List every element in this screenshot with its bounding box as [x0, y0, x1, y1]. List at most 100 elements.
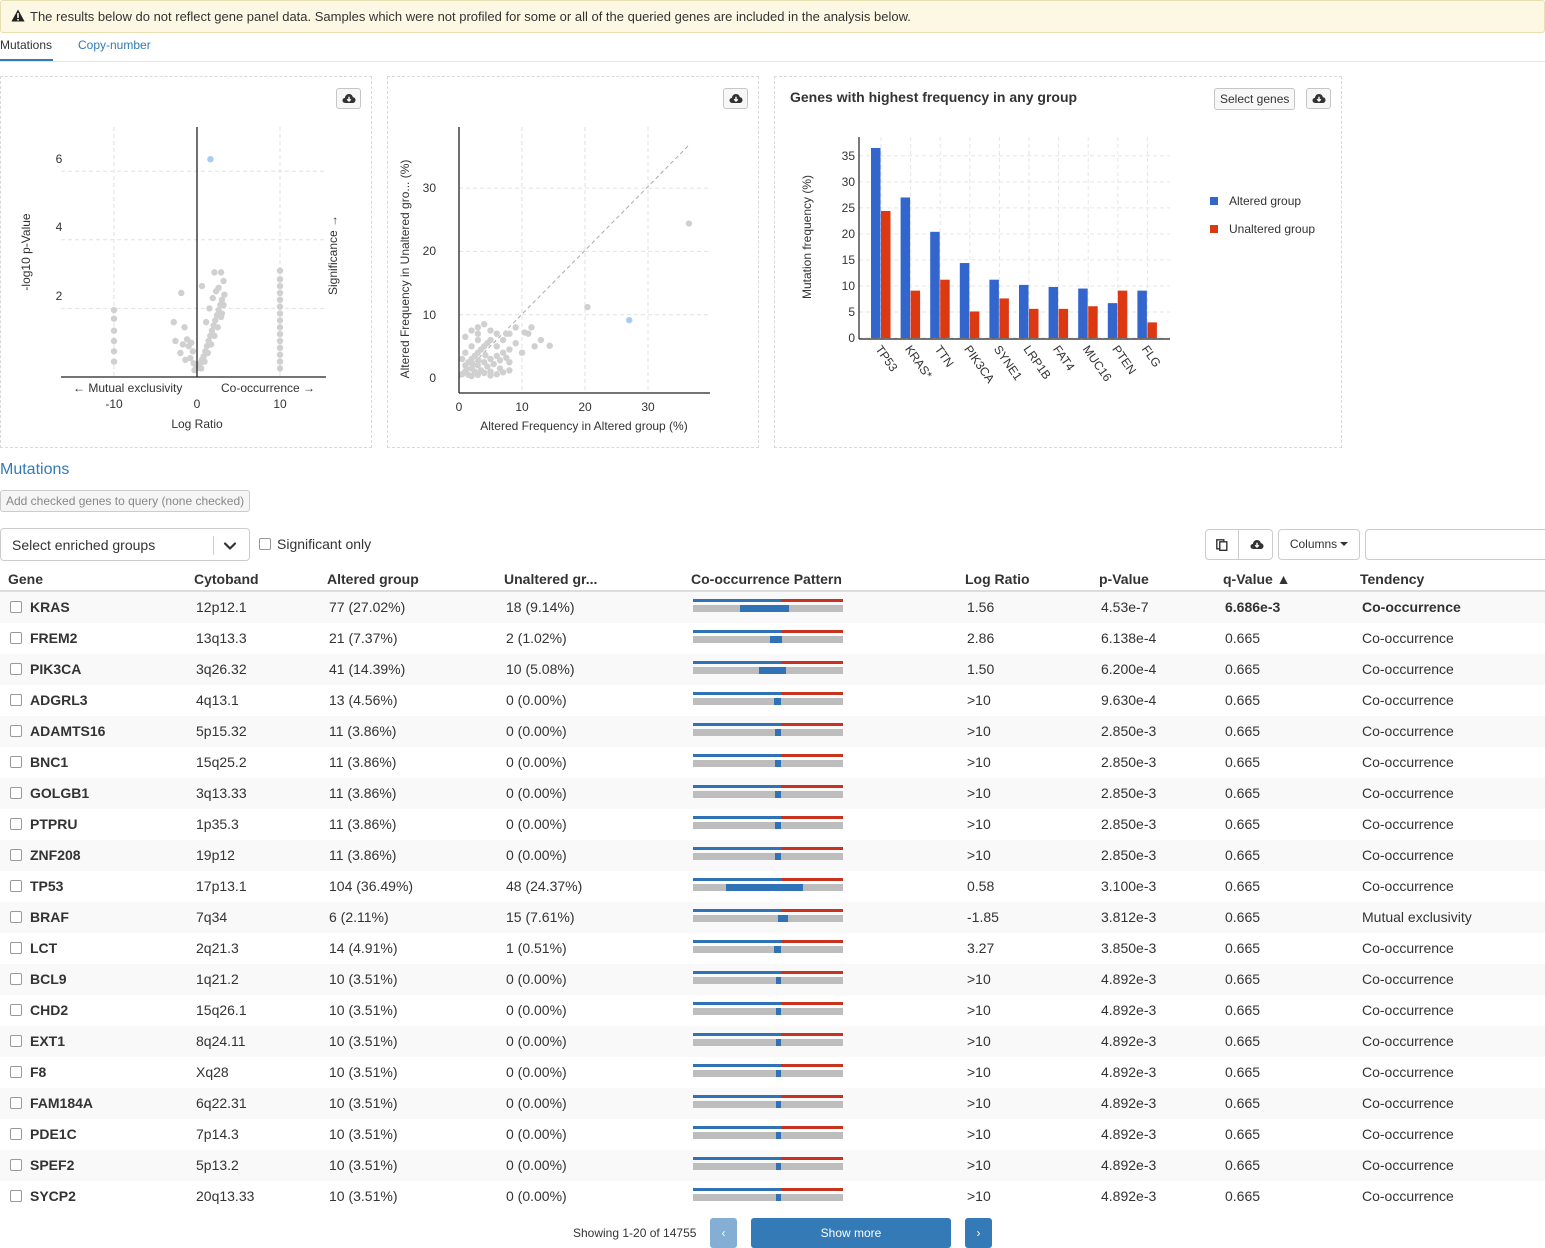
scatter-point[interactable]	[458, 355, 466, 363]
volcano-point[interactable]	[179, 341, 187, 348]
scatter-point[interactable]	[463, 365, 470, 373]
volcano-point[interactable]	[276, 365, 284, 372]
show-more-button[interactable]: Show more	[751, 1218, 951, 1248]
scatter-point[interactable]	[506, 330, 513, 337]
gene-name[interactable]: PIK3CA	[30, 661, 82, 677]
scatter-point[interactable]	[462, 349, 469, 356]
row-checkbox[interactable]	[10, 725, 22, 737]
scatter-point[interactable]	[528, 324, 535, 331]
volcano-point[interactable]	[177, 349, 184, 357]
volcano-point[interactable]	[201, 358, 208, 365]
scatter-highlight-point[interactable]	[626, 316, 633, 324]
gene-name[interactable]: BRAF	[30, 909, 69, 925]
table-row[interactable]: BCL9 1q21.2 10 (3.51%) 0 (0.00%) >10 4.892e-3…	[0, 964, 1545, 995]
bar-altered[interactable]	[1078, 288, 1088, 338]
table-row[interactable]: CHD2 15q26.1 10 (3.51%) 0 (0.00%) >10 4.892e-…	[0, 995, 1545, 1026]
scatter-point[interactable]	[481, 369, 488, 377]
scatter-point[interactable]	[481, 358, 488, 366]
scatter-point[interactable]	[474, 330, 482, 337]
gene-name[interactable]: FREM2	[30, 630, 78, 646]
volcano-point[interactable]	[190, 360, 197, 367]
bar-download-button[interactable]	[1306, 88, 1331, 109]
scatter-point[interactable]	[537, 336, 545, 344]
scatter-point[interactable]	[482, 352, 489, 359]
volcano-point[interactable]	[110, 315, 118, 322]
volcano-point[interactable]	[276, 358, 284, 365]
bar-unaltered[interactable]	[1088, 306, 1098, 338]
volcano-point[interactable]	[276, 317, 284, 324]
row-checkbox[interactable]	[10, 1190, 22, 1202]
row-checkbox[interactable]	[10, 756, 22, 768]
col-altered-group[interactable]: Altered group	[327, 571, 419, 587]
volcano-point[interactable]	[211, 332, 218, 340]
table-row[interactable]: EXT1 8q24.11 10 (3.51%) 0 (0.00%) >10 4.892e-…	[0, 1026, 1545, 1057]
scatter-point[interactable]	[496, 357, 504, 364]
gene-name[interactable]: SPEF2	[30, 1157, 75, 1173]
row-checkbox[interactable]	[10, 1159, 22, 1171]
volcano-point[interactable]	[204, 349, 211, 357]
scatter-point[interactable]	[493, 343, 500, 350]
volcano-point[interactable]	[276, 324, 284, 331]
bar-altered[interactable]	[900, 197, 911, 338]
scatter-point[interactable]	[493, 352, 500, 360]
chevron-down-icon[interactable]	[222, 538, 238, 554]
row-checkbox[interactable]	[10, 911, 22, 923]
volcano-highlight-point[interactable]	[207, 155, 214, 163]
volcano-point[interactable]	[208, 327, 216, 334]
gene-name[interactable]: F8	[30, 1064, 47, 1080]
volcano-point[interactable]	[214, 324, 221, 331]
bar-unaltered[interactable]	[1147, 322, 1157, 338]
volcano-point[interactable]	[218, 296, 226, 304]
volcano-point[interactable]	[218, 310, 226, 317]
bar-x-tick-label[interactable]: PTEN	[1109, 343, 1139, 377]
table-row[interactable]: ADAMTS16 5p15.32 11 (3.86%) 0 (0.00%) >10 2.8…	[0, 716, 1545, 747]
volcano-point[interactable]	[221, 291, 228, 298]
gene-name[interactable]: TP53	[30, 878, 64, 894]
gene-name[interactable]: PTPRU	[30, 816, 78, 832]
scatter-point[interactable]	[468, 343, 475, 350]
row-checkbox[interactable]	[10, 973, 22, 985]
table-search-input[interactable]	[1365, 529, 1545, 560]
table-row[interactable]: LCT 2q21.3 14 (4.91%) 1 (0.51%) 3.27 3.850e-3…	[0, 933, 1545, 964]
scatter-point[interactable]	[471, 352, 478, 360]
scatter-point[interactable]	[546, 342, 553, 349]
bar-altered[interactable]	[1107, 303, 1118, 338]
scatter-point[interactable]	[503, 354, 510, 361]
volcano-point[interactable]	[212, 317, 219, 324]
volcano-point[interactable]	[110, 348, 118, 355]
scatter-point[interactable]	[499, 336, 507, 344]
volcano-point[interactable]	[189, 348, 197, 355]
scatter-point[interactable]	[468, 372, 475, 380]
row-checkbox[interactable]	[10, 601, 22, 613]
gene-name[interactable]: GOLGB1	[30, 785, 90, 801]
volcano-point[interactable]	[178, 289, 185, 297]
volcano-point[interactable]	[187, 354, 194, 362]
select-genes-button[interactable]: Select genes	[1214, 88, 1296, 110]
scatter-download-button[interactable]	[723, 88, 748, 109]
bar-x-tick-label[interactable]: MUC16	[1080, 343, 1115, 385]
scatter-point[interactable]	[487, 327, 494, 334]
volcano-point[interactable]	[110, 337, 118, 345]
scatter-point[interactable]	[512, 324, 519, 331]
scatter-point[interactable]	[474, 324, 482, 331]
table-row[interactable]: TP53 17p13.1 104 (36.49%) 48 (24.37%) 0.58 3.…	[0, 871, 1545, 902]
gene-name[interactable]: SYCP2	[30, 1188, 76, 1204]
scatter-point[interactable]	[484, 339, 491, 347]
col-tendency[interactable]: Tendency	[1360, 571, 1425, 587]
row-checkbox[interactable]	[10, 818, 22, 830]
table-row[interactable]: SPEF2 5p13.2 10 (3.51%) 0 (0.00%) >10 4.892e-…	[0, 1150, 1545, 1181]
significant-only-toggle[interactable]: Significant only	[259, 536, 371, 552]
volcano-point[interactable]	[276, 267, 284, 274]
scatter-point[interactable]	[506, 346, 513, 353]
row-checkbox[interactable]	[10, 849, 22, 861]
gene-name[interactable]: LCT	[30, 940, 58, 956]
gene-name[interactable]: ZNF208	[30, 847, 81, 863]
volcano-point[interactable]	[276, 344, 284, 352]
bar-unaltered[interactable]	[969, 311, 980, 338]
bar-unaltered[interactable]	[1117, 290, 1128, 338]
table-row[interactable]: KRAS 12p12.1 77 (27.02%) 18 (9.14%) 1.56 4.53…	[0, 592, 1545, 623]
bar-x-tick-label[interactable]: LRP1B	[1021, 343, 1054, 382]
gene-name[interactable]: PDE1C	[30, 1126, 77, 1142]
volcano-point[interactable]	[220, 301, 227, 309]
row-checkbox[interactable]	[10, 632, 22, 644]
